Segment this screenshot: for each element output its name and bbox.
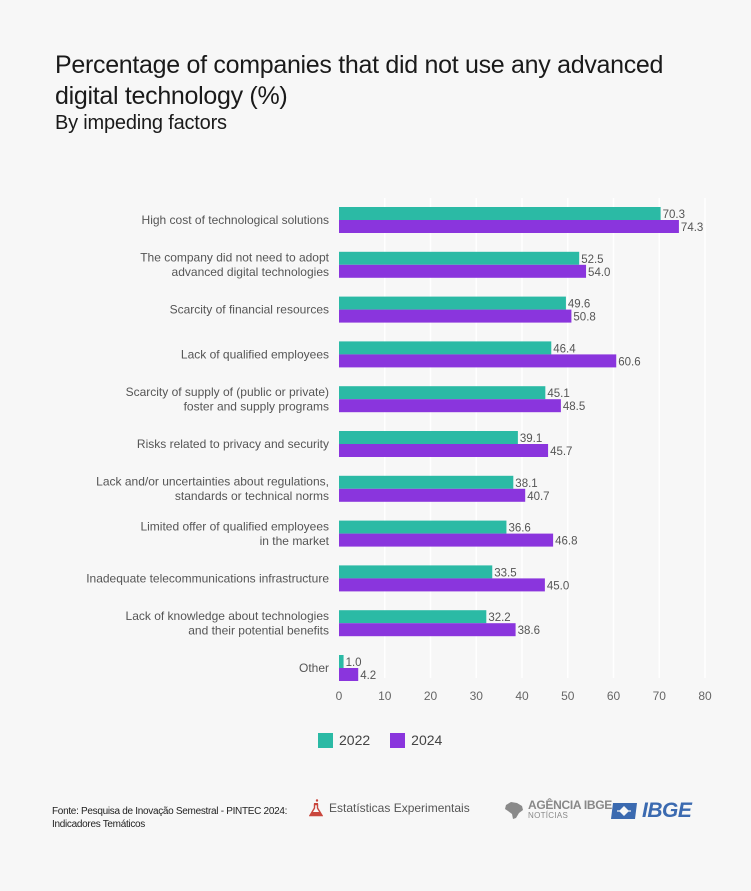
value-label-2022: 45.1 xyxy=(547,388,569,400)
x-tick-label: 80 xyxy=(698,689,712,703)
value-label-2022: 52.5 xyxy=(581,254,603,266)
bar-2022 xyxy=(339,207,661,220)
brazil-map-icon xyxy=(505,802,523,819)
chart-title: Percentage of companies that did not use… xyxy=(55,51,664,110)
bar-2022 xyxy=(339,296,566,310)
x-tick-label: 20 xyxy=(424,689,438,703)
source-line-1: Fonte: Pesquisa de Inovação Semestral - … xyxy=(52,806,288,817)
value-label-2024: 45.7 xyxy=(550,446,572,458)
x-tick-label: 50 xyxy=(561,689,575,703)
value-label-2022: 38.1 xyxy=(515,478,537,490)
value-label-2022: 49.6 xyxy=(568,299,590,311)
ibge-logo: IBGE xyxy=(609,799,692,823)
x-tick-label: 0 xyxy=(336,689,343,703)
source-note: Fonte: Pesquisa de Inovação Semestral - … xyxy=(52,805,312,831)
bars xyxy=(339,207,679,681)
bar-2024 xyxy=(339,488,526,502)
x-axis-ticks: 0 10 20 30 40 50 60 70 80 xyxy=(336,689,712,703)
bar-2024 xyxy=(339,264,587,278)
x-tick-label: 70 xyxy=(653,689,667,703)
value-label-2024: 60.6 xyxy=(618,356,640,368)
agencia-sub: NOTÍCIAS xyxy=(528,811,569,820)
value-label-2024: 4.2 xyxy=(360,670,376,682)
bar-2022 xyxy=(339,475,514,489)
bar-2022 xyxy=(339,431,518,444)
category-label: Other xyxy=(299,661,329,675)
legend-label-2022: 2022 xyxy=(339,732,371,748)
value-label-2022: 32.2 xyxy=(488,612,510,624)
category-label: Inadequate telecommunications infrastruc… xyxy=(86,571,329,585)
bar-2024 xyxy=(339,623,516,637)
bar-2022 xyxy=(339,610,487,624)
x-tick-label: 60 xyxy=(607,689,621,703)
bar-2024 xyxy=(339,399,561,413)
category-label: Lack of knowledge about technologies and … xyxy=(126,609,329,638)
category-label: Lack and/or uncertainties about regulati… xyxy=(96,475,329,504)
legend-swatch-2024 xyxy=(390,732,406,748)
bar-2022 xyxy=(339,341,552,355)
bar-2022 xyxy=(339,251,580,265)
bar-2022 xyxy=(339,655,344,668)
legend-item-2022: 2022 xyxy=(318,732,370,748)
value-label-2024: 50.8 xyxy=(573,312,595,324)
bar-2024 xyxy=(339,220,679,233)
ibge-logo-text: IBGE xyxy=(642,799,692,822)
bar-2024 xyxy=(339,354,617,368)
value-label-2022: 1.0 xyxy=(346,657,362,669)
category-label: Risks related to privacy and security xyxy=(137,437,329,451)
experimental-statistics-label: Estatísticas Experimentais xyxy=(329,801,470,815)
bar-2024 xyxy=(339,578,545,592)
value-label-2022: 39.1 xyxy=(520,433,542,445)
ibge-emblem-icon xyxy=(611,803,637,819)
bar-2022 xyxy=(339,520,507,534)
x-tick-label: 30 xyxy=(470,689,484,703)
bar-2022 xyxy=(339,565,493,579)
bar-2024 xyxy=(339,668,359,681)
legend-swatch-2022 xyxy=(318,732,333,748)
value-label-2024: 48.5 xyxy=(563,401,585,413)
source-line-2: Indicadores Temáticos xyxy=(52,819,146,830)
agencia-name: AGÊNCIA IBGE xyxy=(528,798,612,812)
experimental-statistics-badge: Estatísticas Experimentais xyxy=(309,799,470,817)
value-label-2024: 46.8 xyxy=(555,536,577,548)
category-label: Limited offer of qualified employees in t… xyxy=(140,519,329,548)
legend-item-2024: 2024 xyxy=(390,732,442,748)
x-tick-label: 10 xyxy=(378,689,392,703)
value-label-2022: 33.5 xyxy=(494,567,516,579)
category-label: Lack of qualified employees xyxy=(181,347,329,361)
value-label-2024: 45.0 xyxy=(547,580,569,592)
value-label-2024: 74.3 xyxy=(681,222,703,234)
category-label: The company did not need to adopt advance… xyxy=(140,251,329,280)
value-label-2022: 46.4 xyxy=(553,343,576,355)
flask-icon xyxy=(309,799,323,817)
category-label: Scarcity of financial resources xyxy=(170,303,329,317)
legend-label-2024: 2024 xyxy=(411,732,443,748)
value-label-2022: 70.3 xyxy=(663,209,685,221)
category-label: High cost of technological solutions xyxy=(142,213,329,227)
agencia-ibge-logo: AGÊNCIA IBGE NOTÍCIAS xyxy=(503,799,612,821)
value-label-2024: 40.7 xyxy=(527,491,549,503)
bar-2024 xyxy=(339,444,549,457)
bar-2022 xyxy=(339,386,546,400)
bar-2024 xyxy=(339,533,554,547)
x-tick-label: 40 xyxy=(515,689,529,703)
value-label-2024: 38.6 xyxy=(518,625,540,637)
labels: High cost of technological solutions 70.3… xyxy=(86,209,703,682)
value-label-2022: 36.6 xyxy=(508,523,530,535)
bar-2024 xyxy=(339,309,572,323)
legend: 2022 2024 xyxy=(318,732,442,748)
value-label-2024: 54.0 xyxy=(588,267,610,279)
chart-subtitle: By impeding factors xyxy=(55,112,227,134)
category-label: Scarcity of supply of (public or private… xyxy=(126,385,329,414)
